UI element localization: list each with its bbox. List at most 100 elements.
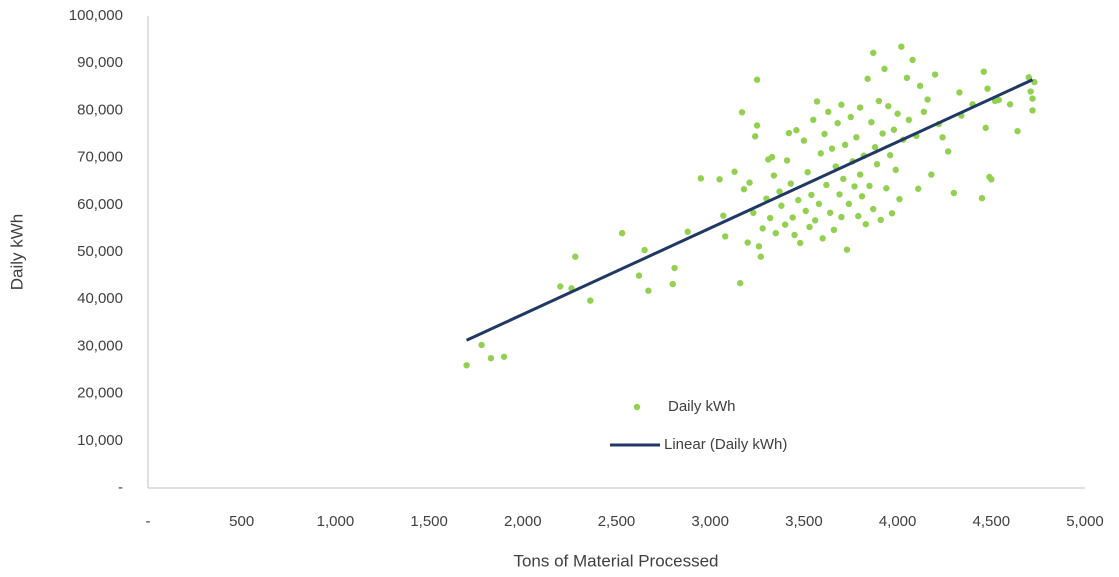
legend-marker xyxy=(633,403,641,411)
data-point xyxy=(751,133,759,140)
data-point xyxy=(781,221,789,228)
data-point xyxy=(772,229,779,237)
y-tick-label: 90,000 xyxy=(77,54,123,71)
data-point xyxy=(871,144,879,151)
data-point xyxy=(939,134,946,141)
x-tick-label: - xyxy=(146,513,151,530)
data-point xyxy=(740,186,748,193)
data-point xyxy=(478,341,485,349)
data-point xyxy=(1029,107,1036,114)
data-point xyxy=(851,183,858,190)
data-point xyxy=(868,119,875,126)
data-point xyxy=(669,280,676,288)
data-point xyxy=(843,246,851,253)
data-point xyxy=(808,191,815,199)
data-point xyxy=(821,130,828,138)
y-tick-label: 100,000 xyxy=(69,7,123,24)
data-point xyxy=(881,65,888,73)
data-point xyxy=(838,213,845,221)
data-point xyxy=(1029,95,1036,102)
data-point xyxy=(870,49,877,57)
legend-label: Linear (Daily kWh) xyxy=(664,436,787,453)
data-point xyxy=(755,243,763,250)
x-tick-label: 2,000 xyxy=(504,513,542,530)
data-point xyxy=(834,119,841,127)
data-point xyxy=(783,157,791,164)
data-point xyxy=(873,161,881,168)
data-point xyxy=(944,148,952,155)
data-point xyxy=(463,362,470,369)
data-point xyxy=(793,127,800,134)
data-point xyxy=(870,205,877,213)
data-point xyxy=(828,145,836,152)
data-point xyxy=(787,180,794,187)
data-point xyxy=(982,124,989,132)
data-point xyxy=(815,200,823,208)
data-point xyxy=(557,283,564,290)
data-point xyxy=(684,228,691,235)
data-point xyxy=(746,179,753,186)
data-point xyxy=(671,264,678,272)
data-point xyxy=(785,129,793,137)
data-point xyxy=(744,239,751,246)
data-point xyxy=(731,168,738,175)
data-point xyxy=(697,175,705,182)
data-point xyxy=(811,217,819,224)
data-point xyxy=(795,196,802,204)
data-point xyxy=(770,172,778,179)
data-point xyxy=(736,279,744,287)
data-point xyxy=(753,76,761,83)
data-point xyxy=(980,68,988,75)
data-point xyxy=(883,185,890,192)
data-point xyxy=(892,166,899,174)
data-point xyxy=(858,193,866,200)
data-point xyxy=(853,134,860,141)
data-point xyxy=(768,153,776,161)
data-point xyxy=(855,212,862,220)
data-point xyxy=(1025,74,1032,81)
data-point xyxy=(1014,127,1021,135)
y-tick-label: 20,000 xyxy=(77,385,123,402)
y-tick-label: - xyxy=(118,479,123,496)
data-point xyxy=(759,225,766,232)
data-point xyxy=(796,239,804,247)
x-tick-label: 1,500 xyxy=(410,513,448,530)
data-point xyxy=(750,209,757,217)
data-point xyxy=(789,214,796,221)
x-tick-label: 5,000 xyxy=(1066,513,1104,530)
data-point xyxy=(776,188,783,195)
data-point xyxy=(645,287,652,294)
y-tick-label: 10,000 xyxy=(77,432,123,449)
data-point xyxy=(757,253,764,260)
data-point xyxy=(896,195,903,203)
data-point xyxy=(753,122,761,129)
data-point xyxy=(905,116,913,124)
data-point xyxy=(806,223,813,231)
x-tick-label: 3,500 xyxy=(785,513,823,530)
legend-label: Daily kWh xyxy=(668,398,736,415)
data-point xyxy=(721,233,729,240)
y-tick-label: 60,000 xyxy=(77,196,123,213)
data-point xyxy=(830,226,838,234)
data-point xyxy=(984,85,991,92)
data-point xyxy=(587,297,594,304)
data-point xyxy=(1027,88,1034,95)
data-point xyxy=(618,229,626,237)
y-tick-label: 40,000 xyxy=(77,290,123,307)
data-point xyxy=(898,43,905,50)
x-tick-label: 4,000 xyxy=(879,513,917,530)
x-tick-label: 4,500 xyxy=(973,513,1011,530)
data-point xyxy=(1006,101,1014,108)
trend-line xyxy=(465,78,1034,342)
data-point xyxy=(886,152,894,159)
data-point xyxy=(866,182,873,190)
data-point xyxy=(572,253,579,260)
data-point xyxy=(836,191,843,198)
data-point xyxy=(825,108,832,116)
y-tick-label: 80,000 xyxy=(77,101,123,118)
x-tick-label: 2,500 xyxy=(598,513,636,530)
data-point xyxy=(894,110,901,117)
data-point xyxy=(802,207,809,215)
